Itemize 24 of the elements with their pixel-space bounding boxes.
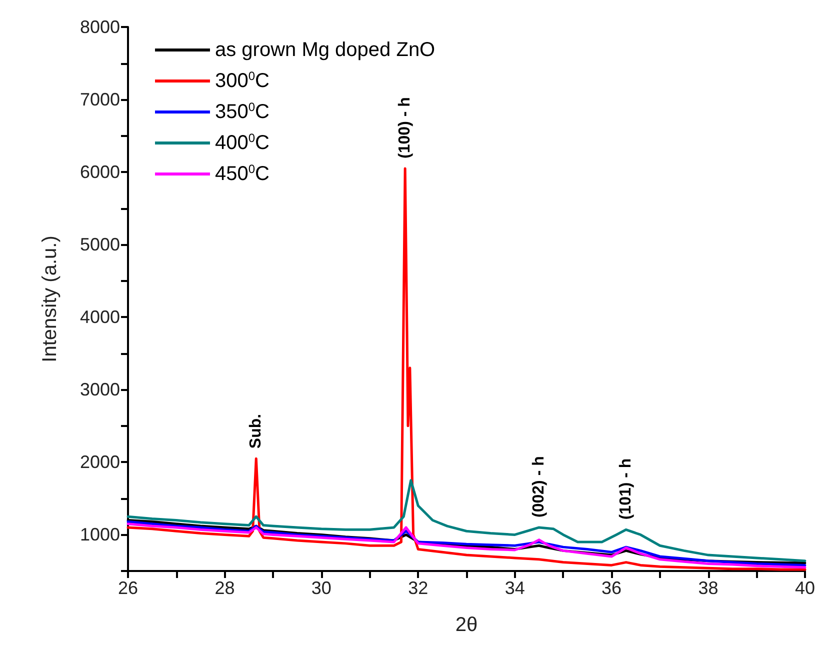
y-tick-label: 1000 xyxy=(80,524,120,545)
y-tick-label: 5000 xyxy=(80,234,120,255)
annotation: (101) - h xyxy=(618,458,635,520)
x-tick-label: 40 xyxy=(794,578,816,598)
x-tick-label: 34 xyxy=(504,578,525,598)
y-tick-label: 7000 xyxy=(80,90,120,110)
x-tick-label: 28 xyxy=(214,578,235,598)
annotation: (002) - h xyxy=(530,456,548,518)
x-tick-label: 32 xyxy=(408,578,428,598)
x-tick-label: 30 xyxy=(311,578,332,598)
y-tick-label: 4000 xyxy=(80,307,120,328)
y-tick-label: 8000 xyxy=(80,17,120,37)
y-axis-title: Intensity (a.u.) xyxy=(39,236,61,362)
x-tick-label: 38 xyxy=(698,578,718,598)
y-tick-label: 3000 xyxy=(80,380,120,400)
x-tick-label: 36 xyxy=(602,578,622,598)
legend-label: as grown Mg doped ZnO xyxy=(215,39,436,61)
y-tick-label: 6000 xyxy=(80,162,120,182)
line-series xyxy=(126,479,806,562)
y-tick-label: 2000 xyxy=(80,452,120,472)
annotation: (100) - h xyxy=(396,97,414,158)
annotation: Sub. xyxy=(248,414,265,449)
x-tick-label: 26 xyxy=(118,578,138,598)
x-axis-title: 2θ xyxy=(455,614,478,636)
